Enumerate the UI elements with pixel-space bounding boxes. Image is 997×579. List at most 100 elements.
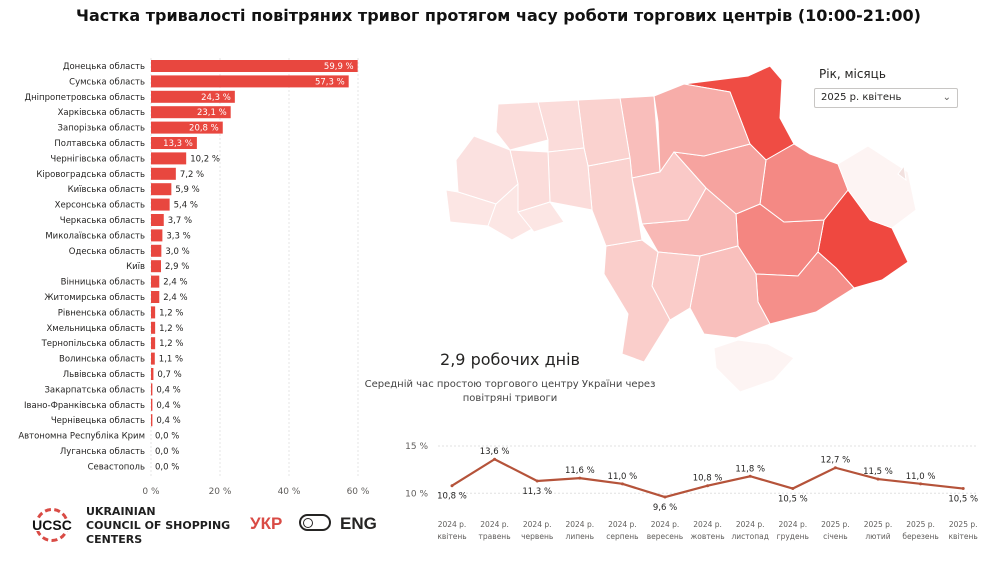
bar (151, 137, 197, 149)
chevron-down-icon: ⌄ (942, 92, 951, 103)
data-label: 11,8 % (735, 464, 765, 474)
category-label: Івано-Франківська область (24, 401, 145, 411)
language-toggle[interactable] (299, 514, 331, 531)
map-region[interactable] (631, 151, 707, 225)
category-label: Волинська область (59, 355, 145, 365)
y-tick-label: 10 % (405, 489, 428, 499)
x-tick-label: 2025 р. (821, 520, 850, 529)
bar (151, 260, 162, 273)
bar (151, 337, 156, 350)
language-ukr-option[interactable]: УКР (250, 514, 283, 533)
category-label: Рівненська область (58, 308, 145, 318)
data-label: 3,7 % (168, 216, 192, 226)
data-point (791, 487, 795, 491)
data-label: 10,8 % (437, 492, 467, 502)
bar (151, 167, 176, 180)
bar (151, 414, 153, 427)
map-region[interactable] (713, 339, 795, 393)
map-region-outline (897, 164, 907, 182)
bar (151, 306, 156, 319)
category-label: Севастополь (88, 462, 145, 472)
map-region[interactable] (653, 83, 751, 174)
x-tick-label: 40 % (278, 487, 301, 497)
category-label: Київська область (68, 185, 145, 195)
x-tick-label: 2024 р. (651, 520, 680, 529)
bar (151, 183, 172, 196)
data-point (493, 457, 497, 461)
x-tick-label: 2024 р. (778, 520, 807, 529)
category-label: Чернівецька область (51, 416, 145, 426)
kpi-caption: Середній час простою торгового центру Ук… (364, 379, 656, 404)
org-name-line: UKRAINIAN (86, 505, 156, 518)
x-tick-label: квітень (437, 532, 466, 541)
bar (151, 321, 156, 334)
data-label: 11,0 % (608, 472, 638, 482)
bar (151, 90, 235, 103)
data-label: 11,6 % (565, 466, 595, 476)
period-filter-dropdown[interactable]: 2025 р. квітень ⌄ (814, 88, 958, 108)
bar (151, 106, 231, 119)
map-region[interactable] (837, 145, 917, 229)
category-label: Вінницька область (61, 278, 145, 288)
bar (151, 229, 163, 242)
category-label: Полтавська область (54, 139, 145, 149)
data-label: 0,0 % (155, 462, 179, 472)
category-label: Київ (126, 262, 145, 272)
period-filter-label: Рік, місяць (819, 67, 886, 81)
map-region[interactable] (547, 147, 593, 211)
region-bar-chart: 0 % 20 % 40 % 60 % Донецька область 59,9 % Сум… (18, 58, 370, 497)
x-tick-label: 2025 р. (949, 520, 978, 529)
x-tick-label: 2024 р. (480, 520, 509, 529)
bar (151, 291, 160, 303)
data-label: 0,4 % (156, 416, 180, 426)
page-title: Частка тривалості повітряних тривог прот… (76, 6, 921, 25)
category-label: Сумська область (69, 77, 145, 87)
kpi-value: 2,9 робочих днів (440, 350, 580, 369)
bar (151, 383, 153, 396)
y-tick-label: 15 % (405, 442, 428, 452)
data-label: 23,1 % (197, 108, 227, 118)
language-eng-option[interactable]: ENG (340, 514, 377, 533)
x-tick-label: серпень (606, 532, 638, 541)
data-label: 3,0 % (165, 247, 189, 257)
data-label: 10,5 % (948, 495, 978, 505)
period-filter-value: 2025 р. квітень (821, 92, 902, 103)
category-label: Чернігівська область (50, 154, 145, 164)
data-label: 0,0 % (155, 447, 179, 457)
category-label: Хмельницька область (46, 324, 145, 334)
org-name-line: CENTERS (86, 533, 143, 546)
x-tick-label: лютий (865, 532, 890, 541)
category-label: Харківська область (58, 108, 145, 118)
map-region[interactable] (689, 245, 771, 339)
data-label: 2,4 % (163, 278, 187, 288)
ukraine-choropleth-map (445, 65, 917, 393)
data-point (620, 482, 624, 486)
map-region[interactable] (495, 101, 549, 151)
map-region[interactable] (537, 99, 585, 153)
data-label: 57,3 % (315, 77, 345, 87)
category-label: Черкаська область (60, 216, 145, 226)
data-point (535, 479, 539, 483)
map-region[interactable] (603, 239, 671, 363)
data-label: 11,0 % (906, 472, 936, 482)
bar (151, 152, 187, 165)
category-label: Автономна Республіка Крим (18, 432, 145, 442)
x-tick-label: 2024 р. (736, 520, 765, 529)
category-label: Луганська область (60, 447, 145, 457)
data-label: 9,6 % (653, 503, 677, 513)
x-tick-label: 2024 р. (523, 520, 552, 529)
bar (151, 368, 154, 380)
data-label: 2,4 % (163, 293, 187, 303)
x-tick-label: 60 % (347, 487, 370, 497)
bar (151, 244, 162, 257)
bar (151, 275, 160, 288)
x-tick-label: вересень (647, 532, 683, 541)
bar (151, 198, 170, 211)
ucsc-logo: UCSC (28, 508, 76, 542)
data-label: 10,8 % (693, 474, 723, 484)
map-region[interactable] (517, 201, 565, 233)
category-label: Запорізька область (58, 124, 145, 134)
bar (151, 214, 164, 226)
x-tick-label: грудень (777, 532, 809, 541)
category-label: Тернопільська область (41, 339, 145, 349)
